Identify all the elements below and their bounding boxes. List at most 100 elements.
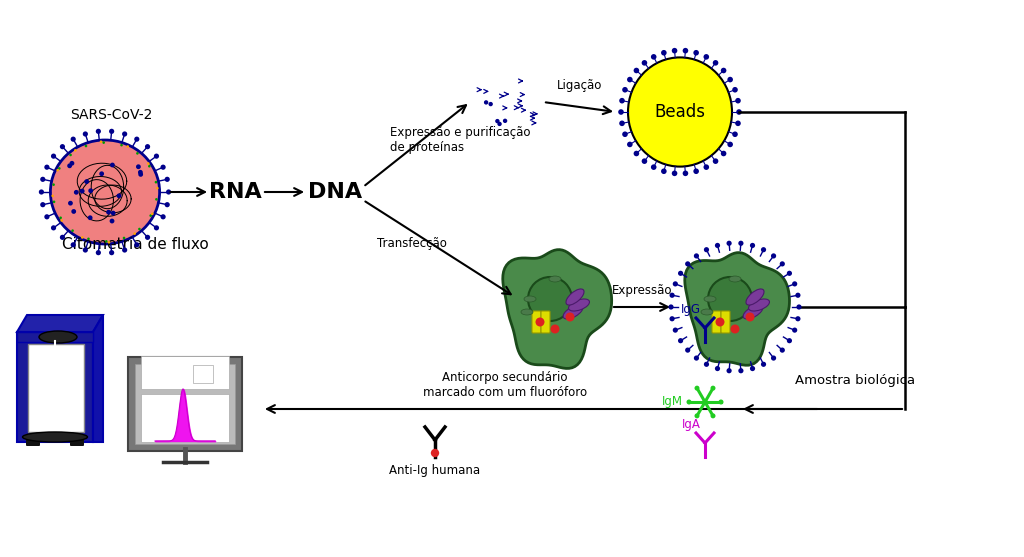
Circle shape: [83, 247, 88, 253]
Circle shape: [713, 60, 719, 66]
Circle shape: [719, 399, 724, 404]
Circle shape: [81, 236, 84, 239]
Ellipse shape: [521, 309, 534, 315]
Circle shape: [74, 190, 79, 195]
Text: IgG: IgG: [681, 303, 701, 316]
Circle shape: [732, 131, 738, 137]
Circle shape: [726, 241, 732, 246]
Circle shape: [685, 348, 690, 353]
Circle shape: [750, 243, 755, 248]
Circle shape: [678, 271, 683, 276]
Circle shape: [110, 163, 115, 168]
Circle shape: [40, 202, 45, 207]
Circle shape: [88, 188, 93, 193]
Circle shape: [796, 316, 801, 321]
FancyBboxPatch shape: [141, 394, 229, 442]
Text: Anti-Ig humana: Anti-Ig humana: [389, 464, 480, 477]
Circle shape: [145, 144, 151, 149]
Circle shape: [745, 312, 755, 321]
Circle shape: [796, 292, 801, 298]
Circle shape: [60, 219, 62, 222]
Circle shape: [736, 109, 741, 115]
Circle shape: [551, 325, 559, 334]
Circle shape: [68, 201, 73, 206]
Ellipse shape: [39, 331, 77, 343]
Circle shape: [694, 253, 699, 258]
Circle shape: [738, 241, 743, 246]
Polygon shape: [17, 315, 103, 332]
Circle shape: [96, 250, 101, 255]
Circle shape: [761, 247, 766, 252]
Circle shape: [80, 189, 85, 193]
Circle shape: [71, 242, 76, 247]
Ellipse shape: [745, 289, 764, 305]
Circle shape: [120, 144, 123, 146]
Circle shape: [147, 162, 150, 165]
Circle shape: [85, 145, 87, 147]
Circle shape: [702, 399, 708, 405]
Text: SARS-CoV-2: SARS-CoV-2: [70, 108, 153, 122]
FancyBboxPatch shape: [135, 364, 234, 444]
Ellipse shape: [628, 57, 732, 167]
Circle shape: [122, 131, 127, 136]
Circle shape: [126, 145, 129, 148]
Circle shape: [703, 247, 709, 252]
Circle shape: [59, 144, 66, 149]
Text: IgM: IgM: [662, 395, 683, 408]
Ellipse shape: [524, 296, 536, 302]
Circle shape: [136, 164, 141, 169]
Text: Expressão: Expressão: [611, 284, 672, 297]
Circle shape: [484, 100, 488, 105]
Text: Beads: Beads: [654, 103, 706, 121]
Circle shape: [96, 129, 101, 134]
Circle shape: [565, 312, 574, 321]
Circle shape: [623, 131, 628, 137]
Ellipse shape: [729, 276, 741, 282]
Circle shape: [694, 355, 699, 361]
Circle shape: [703, 361, 709, 367]
Circle shape: [634, 151, 639, 157]
Ellipse shape: [566, 289, 584, 305]
Circle shape: [138, 228, 140, 231]
Circle shape: [786, 338, 792, 343]
Circle shape: [138, 172, 143, 177]
Circle shape: [165, 177, 170, 182]
Text: DNA: DNA: [308, 182, 362, 202]
Circle shape: [727, 141, 733, 147]
Circle shape: [771, 355, 776, 361]
Circle shape: [109, 250, 115, 255]
Polygon shape: [93, 315, 103, 442]
Circle shape: [793, 328, 798, 333]
Circle shape: [623, 87, 628, 92]
Circle shape: [662, 50, 667, 56]
Text: Citometria de fluxo: Citometria de fluxo: [61, 237, 208, 252]
Circle shape: [117, 193, 122, 198]
Circle shape: [634, 68, 639, 74]
Circle shape: [59, 217, 61, 219]
Circle shape: [721, 151, 726, 157]
Text: RNA: RNA: [209, 182, 261, 202]
Circle shape: [693, 50, 699, 56]
Circle shape: [138, 170, 142, 175]
Ellipse shape: [568, 299, 590, 311]
Circle shape: [503, 119, 507, 123]
Circle shape: [150, 214, 152, 217]
Polygon shape: [685, 253, 790, 365]
FancyBboxPatch shape: [141, 356, 229, 389]
Circle shape: [627, 77, 633, 82]
Circle shape: [87, 237, 90, 240]
Circle shape: [110, 219, 115, 223]
Circle shape: [51, 154, 56, 159]
Circle shape: [133, 232, 136, 235]
Circle shape: [669, 304, 674, 310]
Text: Transfecção: Transfecção: [377, 237, 446, 251]
Ellipse shape: [549, 276, 561, 282]
Circle shape: [683, 170, 688, 176]
Circle shape: [496, 119, 500, 123]
Circle shape: [727, 77, 733, 82]
Circle shape: [71, 136, 76, 142]
Circle shape: [716, 317, 725, 326]
Circle shape: [670, 316, 675, 321]
Circle shape: [70, 154, 72, 157]
Circle shape: [735, 98, 740, 104]
